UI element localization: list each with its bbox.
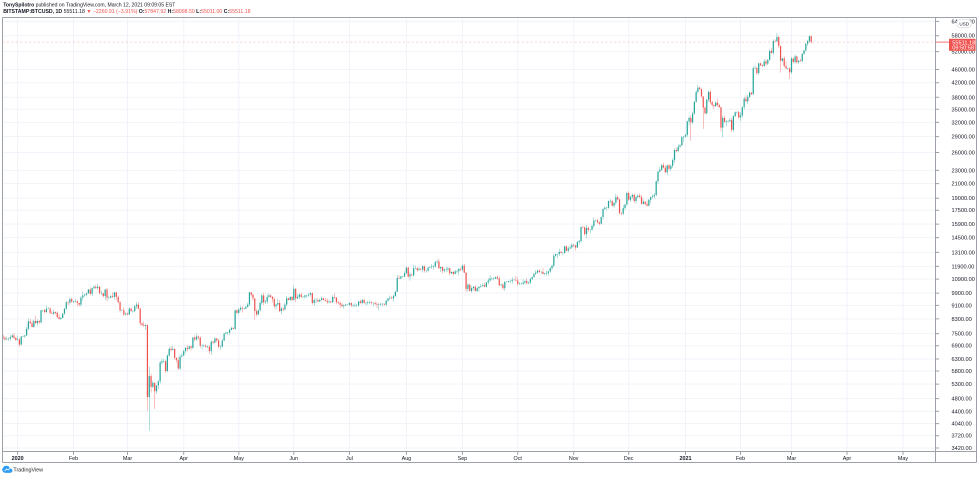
svg-text:Jun: Jun <box>289 456 298 462</box>
svg-text:TradingView: TradingView <box>13 468 43 474</box>
svg-text:BITSTAMP:BTCUSD, 1D 55511.18 ▼: BITSTAMP:BTCUSD, 1D 55511.18 ▼ −2260.91 … <box>3 9 250 15</box>
svg-text:17500.00: 17500.00 <box>952 208 975 214</box>
svg-text:09:50:58: 09:50:58 <box>952 45 974 51</box>
svg-text:32000.00: 32000.00 <box>952 120 975 126</box>
svg-text:58000.00: 58000.00 <box>952 34 975 40</box>
svg-text:Jul: Jul <box>346 456 353 462</box>
svg-text:10900.00: 10900.00 <box>952 277 975 283</box>
svg-text:Oct: Oct <box>514 456 523 462</box>
svg-text:52000.00: 52000.00 <box>952 50 975 56</box>
svg-text:Aug: Aug <box>402 456 412 462</box>
svg-text:3420.00: 3420.00 <box>952 446 972 452</box>
svg-text:Mar: Mar <box>123 456 132 462</box>
svg-text:5300.00: 5300.00 <box>952 382 972 388</box>
svg-text:26000.00: 26000.00 <box>952 151 975 157</box>
svg-text:55511.18: 55511.18 <box>952 40 975 46</box>
svg-text:TonySpilotro published on Trad: TonySpilotro published on TradingView.co… <box>3 2 175 8</box>
svg-text:21000.00: 21000.00 <box>952 182 975 188</box>
svg-text:6300.00: 6300.00 <box>952 357 972 363</box>
svg-text:Nov: Nov <box>569 456 579 462</box>
svg-text:13100.00: 13100.00 <box>952 250 975 256</box>
svg-text:19000.00: 19000.00 <box>952 196 975 202</box>
svg-text:9100.00: 9100.00 <box>952 303 972 309</box>
svg-text:29000.00: 29000.00 <box>952 135 975 141</box>
svg-text:Sep: Sep <box>458 456 468 462</box>
svg-text:42000.00: 42000.00 <box>952 81 975 87</box>
svg-text:3720.00: 3720.00 <box>952 434 972 440</box>
svg-text:2021: 2021 <box>680 456 692 462</box>
svg-text:38000.00: 38000.00 <box>952 95 975 101</box>
svg-text:11900.00: 11900.00 <box>952 264 975 270</box>
svg-text:Apr: Apr <box>843 456 852 462</box>
svg-text:7500.00: 7500.00 <box>952 332 972 338</box>
svg-text:6900.00: 6900.00 <box>952 344 972 350</box>
svg-text:35000.00: 35000.00 <box>952 107 975 113</box>
svg-text:4800.00: 4800.00 <box>952 397 972 403</box>
svg-text:Feb: Feb <box>736 456 745 462</box>
svg-text:Apr: Apr <box>180 456 189 462</box>
svg-text:4040.00: 4040.00 <box>952 422 972 428</box>
svg-text:May: May <box>898 456 908 462</box>
svg-text:USD: USD <box>959 22 969 27</box>
svg-text:Dec: Dec <box>624 456 634 462</box>
svg-text:May: May <box>234 456 244 462</box>
svg-text:14500.00: 14500.00 <box>952 236 975 242</box>
svg-text:2020: 2020 <box>12 456 24 462</box>
svg-text:5800.00: 5800.00 <box>952 369 972 375</box>
svg-text:4400.00: 4400.00 <box>952 409 972 415</box>
svg-text:Feb: Feb <box>69 456 78 462</box>
svg-text:9900.00: 9900.00 <box>952 291 972 297</box>
svg-text:Mar: Mar <box>787 456 796 462</box>
svg-text:23000.00: 23000.00 <box>952 168 975 174</box>
svg-text:8300.00: 8300.00 <box>952 317 972 323</box>
svg-text:46000.00: 46000.00 <box>952 67 975 73</box>
svg-text:15900.00: 15900.00 <box>952 222 975 228</box>
